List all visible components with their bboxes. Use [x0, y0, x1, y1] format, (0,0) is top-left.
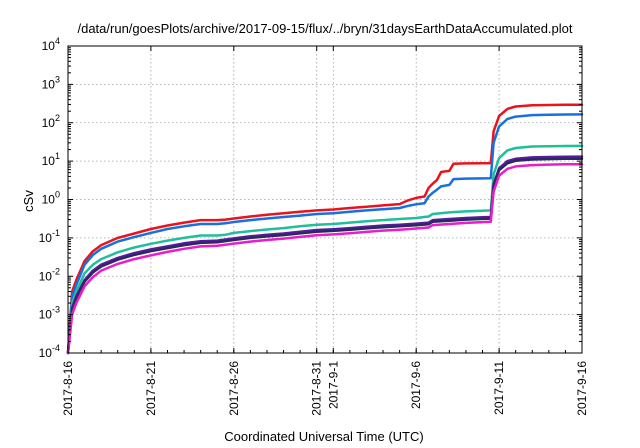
x-axis-label: Coordinated Universal Time (UTC)	[224, 429, 423, 444]
y-tick-label: 101	[42, 151, 60, 168]
x-tick-label: 2017-9-16	[575, 361, 589, 416]
y-axis-label: cSv	[21, 190, 36, 212]
series-line-2	[66, 113, 584, 355]
x-tick-label: 2017-8-31	[310, 361, 324, 416]
axis-ticks	[67, 45, 583, 354]
x-tick-label: 2017-8-21	[144, 361, 158, 416]
y-tick-label: 103	[42, 74, 60, 91]
series-line-6	[66, 162, 584, 355]
y-tick-label: 10-1	[39, 228, 60, 245]
y-tick-labels: 10-4 10-3 10-2 10-1 100 101 102 103 104	[39, 36, 60, 360]
x-tick-label: 2017-9-1	[326, 361, 340, 409]
y-tick-label: 100	[42, 190, 60, 207]
series-lines	[66, 103, 584, 355]
y-tick-label: 104	[42, 36, 60, 53]
y-tick-label: 10-3	[39, 305, 60, 322]
y-tick-label: 102	[42, 113, 60, 130]
x-tick-label: 2017-8-26	[227, 361, 241, 416]
series-line-5	[66, 157, 584, 355]
x-tick-label: 2017-8-16	[61, 361, 75, 416]
series-line-3	[66, 144, 584, 355]
series-line-4	[66, 155, 584, 355]
grid	[68, 46, 582, 353]
y-tick-label: 10-2	[39, 266, 60, 283]
x-tick-label: 2017-9-11	[492, 361, 506, 415]
y-tick-label: 10-4	[39, 343, 60, 360]
chart-title: /data/run/goesPlots/archive/2017-09-15/f…	[77, 21, 572, 36]
x-tick-label: 2017-9-6	[409, 361, 423, 409]
x-tick-labels: 2017-8-16 2017-8-21 2017-8-26 2017-8-31 2017…	[61, 361, 589, 416]
